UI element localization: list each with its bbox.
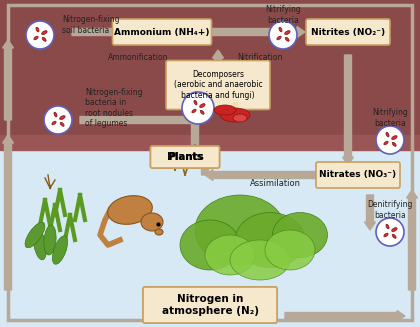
- Ellipse shape: [54, 112, 57, 117]
- FancyArrow shape: [189, 110, 200, 148]
- Ellipse shape: [52, 236, 68, 264]
- Ellipse shape: [34, 36, 38, 40]
- Text: Assimilation: Assimilation: [249, 179, 300, 187]
- FancyArrow shape: [200, 157, 210, 175]
- FancyArrow shape: [72, 26, 144, 38]
- Ellipse shape: [155, 229, 163, 235]
- FancyArrow shape: [3, 40, 13, 120]
- Ellipse shape: [233, 114, 247, 122]
- Ellipse shape: [220, 108, 250, 122]
- FancyArrow shape: [285, 311, 405, 321]
- Text: Nitrogen-fixing
soil bacteria: Nitrogen-fixing soil bacteria: [62, 15, 120, 35]
- Ellipse shape: [392, 234, 396, 238]
- Text: Denitrifying
bacteria: Denitrifying bacteria: [368, 200, 413, 220]
- FancyBboxPatch shape: [316, 162, 400, 188]
- Ellipse shape: [277, 36, 281, 40]
- FancyArrow shape: [342, 55, 354, 165]
- Ellipse shape: [44, 225, 56, 255]
- Text: Nitrogen in
atmosphere (N₂): Nitrogen in atmosphere (N₂): [162, 294, 258, 316]
- Ellipse shape: [273, 213, 328, 257]
- Ellipse shape: [192, 109, 196, 113]
- FancyArrow shape: [365, 195, 375, 230]
- FancyBboxPatch shape: [166, 60, 270, 110]
- Text: Decomposers
(aerobic and anaerobic
bacteria and fungi): Decomposers (aerobic and anaerobic bacte…: [174, 70, 262, 100]
- Ellipse shape: [200, 110, 204, 114]
- Text: Nitrites (NO₂⁻): Nitrites (NO₂⁻): [311, 27, 385, 37]
- Bar: [0, 145, 420, 327]
- Text: Nitrates (NO₃⁻): Nitrates (NO₃⁻): [320, 170, 396, 180]
- Text: Ammonification: Ammonification: [108, 54, 168, 62]
- FancyBboxPatch shape: [306, 19, 390, 45]
- Ellipse shape: [141, 213, 163, 231]
- Ellipse shape: [60, 116, 65, 120]
- Text: Ammonium (NH₄+): Ammonium (NH₄+): [114, 27, 210, 37]
- FancyArrow shape: [213, 50, 223, 82]
- FancyArrow shape: [210, 26, 305, 38]
- Circle shape: [376, 218, 404, 246]
- Text: Plants: Plants: [168, 152, 202, 162]
- Ellipse shape: [25, 222, 45, 248]
- Ellipse shape: [205, 235, 255, 275]
- Text: Plants: Plants: [167, 152, 203, 162]
- FancyBboxPatch shape: [143, 287, 277, 323]
- Ellipse shape: [279, 27, 282, 32]
- Ellipse shape: [194, 100, 197, 105]
- Ellipse shape: [285, 31, 290, 35]
- Ellipse shape: [180, 220, 240, 270]
- Bar: [224, 105, 227, 115]
- Ellipse shape: [108, 196, 152, 224]
- FancyArrow shape: [205, 169, 330, 181]
- Text: Nitrification: Nitrification: [237, 54, 283, 62]
- Circle shape: [26, 21, 54, 49]
- Text: Nitrogen in
atmosphere (N₂): Nitrogen in atmosphere (N₂): [162, 294, 258, 316]
- Ellipse shape: [230, 240, 290, 280]
- Text: Nitrogen-fixing
bacteria in
root nodules
of legumes: Nitrogen-fixing bacteria in root nodules…: [85, 88, 142, 128]
- Ellipse shape: [195, 195, 285, 265]
- Ellipse shape: [200, 104, 205, 108]
- Ellipse shape: [392, 228, 397, 232]
- Ellipse shape: [384, 233, 388, 237]
- Ellipse shape: [265, 230, 315, 270]
- FancyBboxPatch shape: [113, 19, 212, 45]
- Ellipse shape: [214, 105, 236, 115]
- Ellipse shape: [36, 27, 39, 32]
- Ellipse shape: [42, 37, 46, 41]
- Circle shape: [182, 92, 214, 124]
- Ellipse shape: [235, 213, 305, 267]
- Ellipse shape: [392, 142, 396, 146]
- Text: Nitrifying
bacteria: Nitrifying bacteria: [372, 108, 408, 128]
- FancyBboxPatch shape: [150, 146, 220, 168]
- Text: Nitrifying
bacteria: Nitrifying bacteria: [265, 5, 301, 25]
- Ellipse shape: [60, 122, 64, 126]
- FancyArrow shape: [80, 114, 200, 126]
- FancyArrow shape: [3, 135, 13, 290]
- Ellipse shape: [42, 31, 47, 35]
- FancyArrow shape: [407, 190, 417, 290]
- FancyBboxPatch shape: [143, 287, 277, 323]
- Circle shape: [269, 21, 297, 49]
- Bar: [0, 135, 420, 150]
- Circle shape: [376, 126, 404, 154]
- Ellipse shape: [52, 121, 56, 125]
- Ellipse shape: [384, 141, 388, 145]
- Circle shape: [44, 106, 72, 134]
- FancyBboxPatch shape: [150, 146, 220, 168]
- Ellipse shape: [386, 132, 389, 137]
- Bar: [0, 0, 420, 145]
- Ellipse shape: [392, 136, 397, 140]
- Ellipse shape: [285, 37, 289, 41]
- Ellipse shape: [34, 230, 47, 260]
- Bar: [233, 102, 237, 115]
- Ellipse shape: [386, 224, 389, 229]
